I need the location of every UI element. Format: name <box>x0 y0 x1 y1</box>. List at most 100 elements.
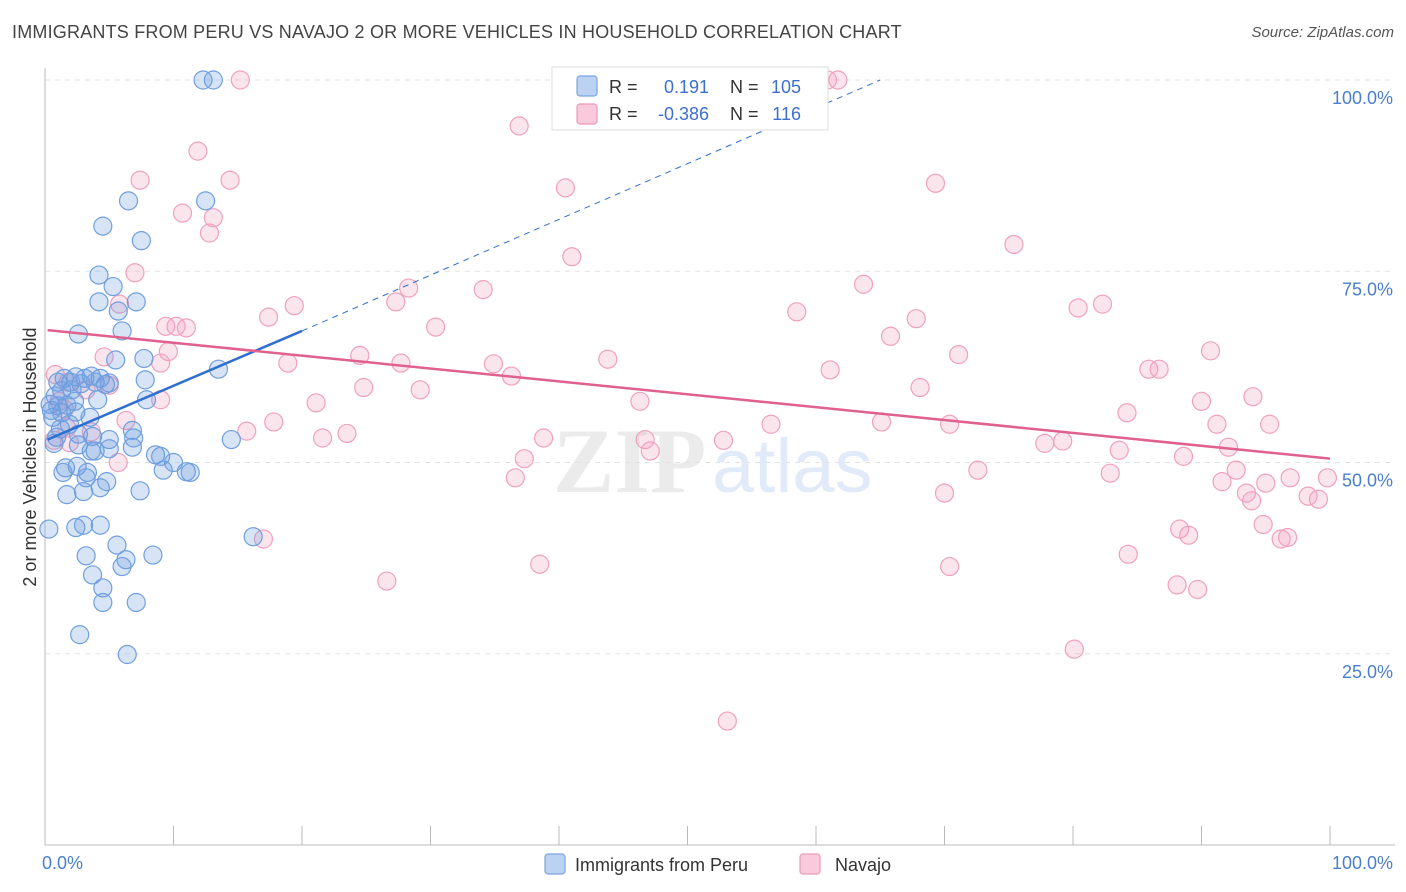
peru-point <box>73 515 94 535</box>
navajo-point <box>1256 473 1276 493</box>
navajo-point <box>1118 544 1138 564</box>
navajo-point <box>509 116 529 136</box>
navajo-point <box>1035 433 1055 453</box>
navajo-point <box>410 380 430 400</box>
peru-point <box>107 535 127 555</box>
navajo-trend-line <box>47 328 1331 460</box>
y-tick-label: 25.0% <box>1342 662 1393 682</box>
navajo-point <box>125 263 145 283</box>
x-axis-ticks <box>44 826 1331 845</box>
navajo-point <box>1308 489 1329 509</box>
navajo-point <box>230 70 250 90</box>
legend-box <box>551 66 829 131</box>
watermark-atlas: atlas <box>712 424 873 509</box>
navajo-point <box>1188 579 1208 600</box>
watermark-zip: ZIP <box>553 410 706 512</box>
navajo-point <box>871 412 892 432</box>
peru-point <box>193 70 213 90</box>
navajo-point <box>1173 446 1194 466</box>
source-label: Source: ZipAtlas.com <box>1251 24 1394 41</box>
navajo-point <box>116 410 136 431</box>
navajo-point <box>925 173 946 193</box>
navajo-point <box>940 556 960 577</box>
navajo-point <box>1253 514 1273 535</box>
navajo-point <box>514 449 534 469</box>
navajo-point <box>203 208 223 228</box>
navajo-point <box>820 360 840 380</box>
peru-point <box>82 426 103 447</box>
peru-point <box>70 625 90 645</box>
peru-point <box>243 527 263 547</box>
peru-point <box>76 546 96 566</box>
legend-series: Immigrants from Peru Navajo <box>544 853 891 875</box>
peru-point <box>93 592 113 613</box>
legend-bottom-navajo-swatch <box>799 853 821 875</box>
navajo-point <box>562 247 582 267</box>
navajo-point <box>530 554 550 574</box>
legend-peru-swatch <box>576 75 598 97</box>
navajo-point <box>176 318 196 338</box>
peru-series <box>39 70 263 665</box>
peru-point <box>106 350 126 370</box>
legend-navajo-r-value: -0.386 <box>658 104 709 124</box>
peru-point <box>90 478 110 498</box>
navajo-point <box>1317 468 1338 488</box>
peru-point <box>134 348 154 369</box>
navajo-point <box>1139 359 1159 379</box>
navajo-point <box>386 292 406 312</box>
peru-point <box>112 321 132 341</box>
legend-navajo-n-value: 116 <box>772 104 801 124</box>
y-tick-labels: 25.0% 50.0% 75.0% 100.0% <box>1332 88 1393 682</box>
navajo-point <box>237 421 257 441</box>
peru-point <box>73 481 94 502</box>
x-tick-label-left: 0.0% <box>42 853 83 873</box>
peru-point <box>196 191 216 211</box>
navajo-point <box>910 377 930 398</box>
peru-point <box>43 407 63 427</box>
peru-point <box>52 403 72 423</box>
peru-trend-line <box>47 329 303 441</box>
peru-point <box>99 373 119 393</box>
navajo-point <box>934 483 955 503</box>
navajo-point <box>109 294 130 314</box>
gridlines <box>45 79 1395 655</box>
navajo-point <box>880 326 901 346</box>
navajo-point <box>598 349 618 369</box>
peru-point <box>221 429 241 450</box>
navajo-point <box>761 414 781 434</box>
navajo-point <box>787 302 807 322</box>
navajo-point <box>1092 294 1113 314</box>
navajo-point <box>555 178 576 198</box>
trend-lines <box>47 79 1331 460</box>
legend-navajo-r-label: R = <box>609 104 638 124</box>
peru-point <box>57 485 77 505</box>
navajo-series <box>44 70 1338 731</box>
peru-point <box>93 216 113 236</box>
navajo-point <box>306 393 326 413</box>
navajo-point <box>399 278 419 298</box>
navajo-point <box>151 353 171 373</box>
navajo-point <box>505 468 525 488</box>
navajo-point <box>1179 525 1199 545</box>
legend-peru-r-label: R = <box>609 77 638 97</box>
peru-point <box>135 370 155 390</box>
navajo-point <box>391 353 411 373</box>
navajo-point <box>1242 491 1262 511</box>
navajo-point <box>278 353 298 373</box>
peru-point <box>52 380 72 401</box>
navajo-point <box>312 428 333 448</box>
peru-point <box>89 265 109 285</box>
navajo-point <box>828 70 848 90</box>
peru-point <box>180 462 200 483</box>
navajo-point <box>717 711 737 731</box>
peru-point <box>99 439 119 459</box>
navajo-point <box>377 571 397 591</box>
navajo-point <box>108 452 128 473</box>
legend-peru-n-label: N = <box>730 77 759 97</box>
navajo-point <box>1109 440 1129 460</box>
navajo-point <box>1207 414 1227 434</box>
peru-point <box>77 462 98 483</box>
navajo-point <box>1053 431 1073 451</box>
peru-point <box>39 519 59 539</box>
navajo-point <box>1149 359 1169 379</box>
